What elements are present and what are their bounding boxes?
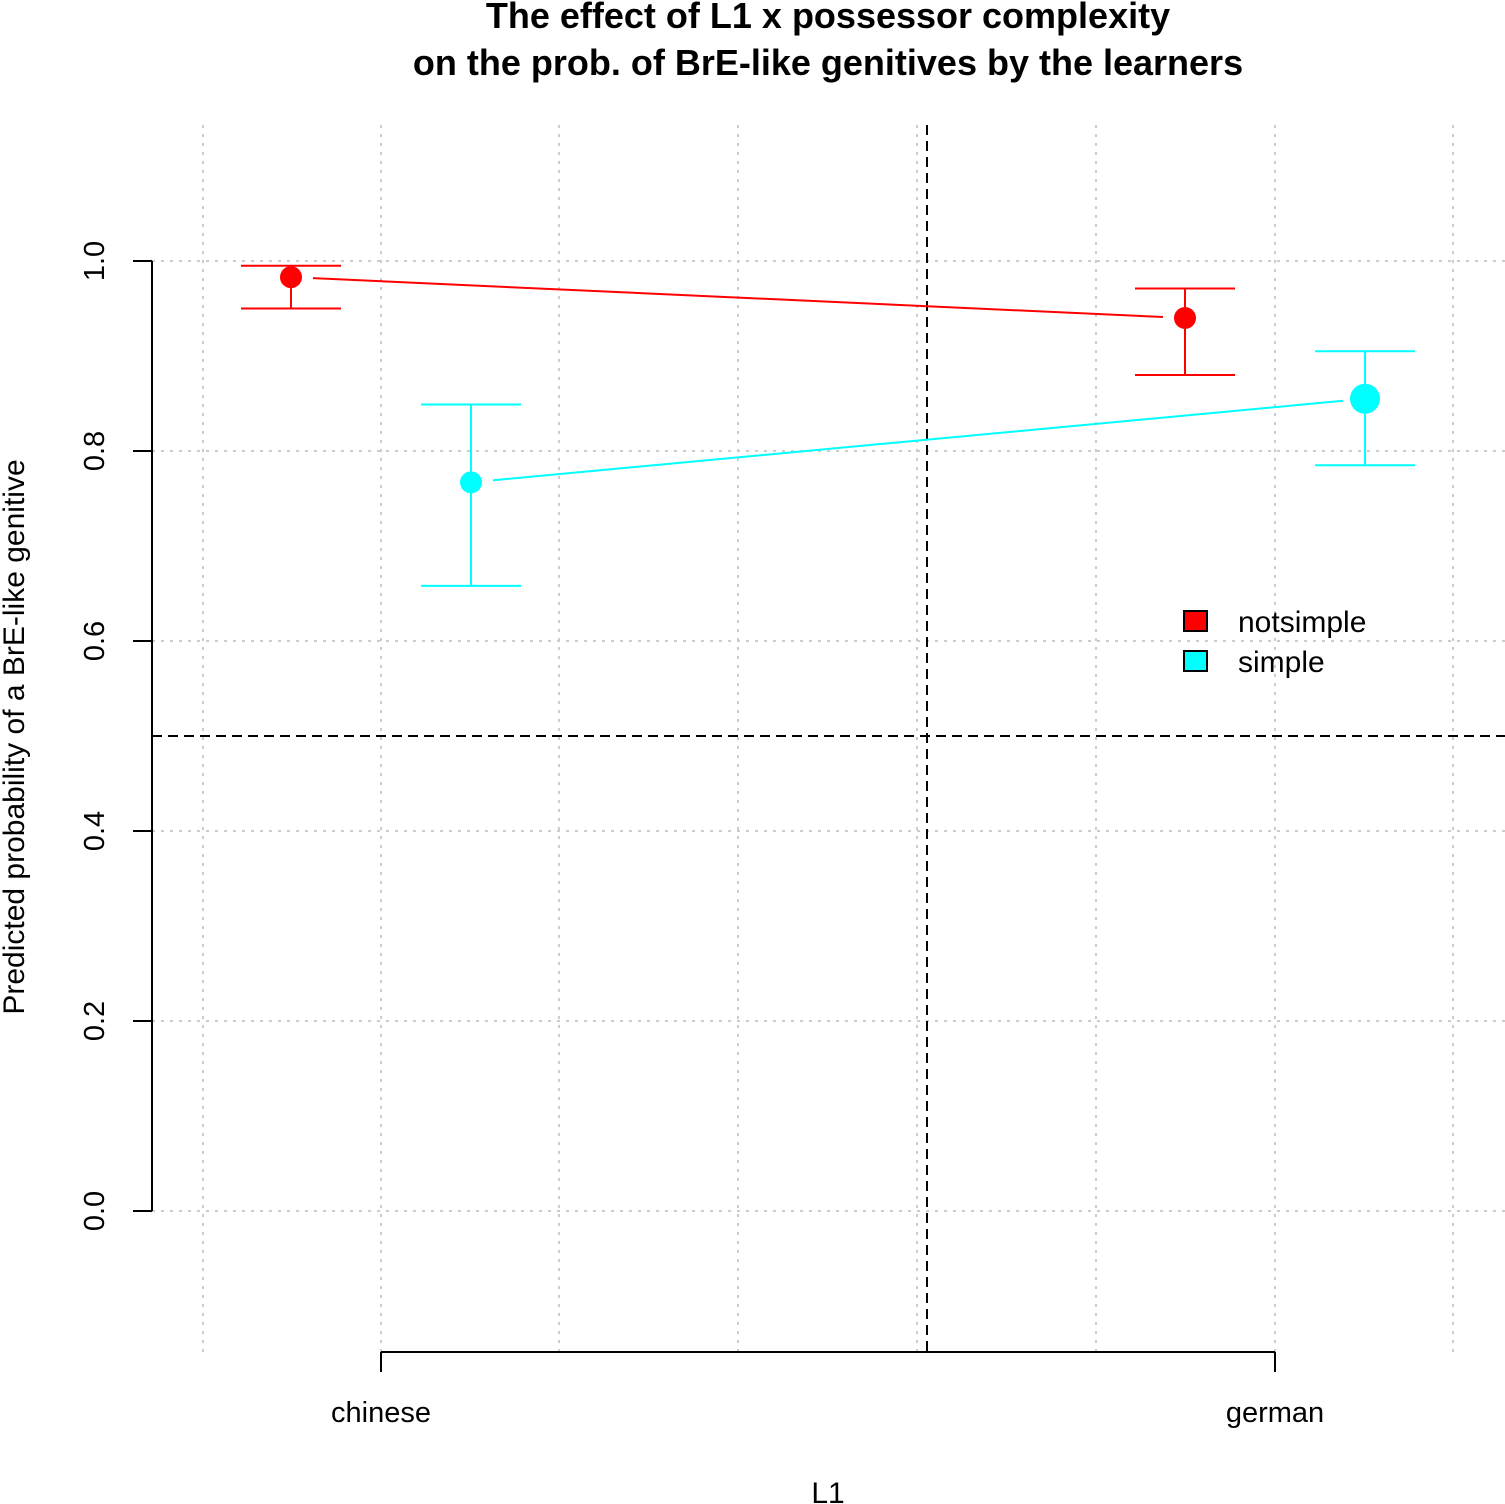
chart-title: The effect of L1 x possessor complexity [486, 0, 1170, 36]
legend-swatch [1183, 610, 1208, 632]
legend-label: notsimple [1238, 606, 1366, 639]
reference-lines [152, 125, 1505, 1352]
axes: 0.0 0.2 0.4 0.6 0.8 1.0 chinese german [79, 241, 1324, 1429]
x-axis-label: L1 [811, 1477, 844, 1504]
series-notsimple [241, 264, 1235, 376]
chart-subtitle: on the prob. of BrE-like genitives by th… [413, 42, 1243, 83]
data-point [1174, 307, 1196, 329]
y-tick-label: 0.2 [79, 1001, 111, 1041]
data-point [460, 471, 482, 494]
data-point [1350, 383, 1380, 414]
y-tick-label: 1.0 [79, 241, 111, 281]
legend: notsimple simple [1183, 606, 1366, 679]
y-tick-label: 0.8 [79, 431, 111, 471]
legend-label: simple [1238, 646, 1325, 679]
grid [152, 125, 1505, 1352]
series-simple [421, 350, 1415, 587]
series-line [312, 277, 1164, 318]
legend-swatch [1183, 650, 1208, 672]
x-tick-label: german [1226, 1397, 1324, 1429]
data-point [280, 266, 302, 289]
y-axis-label: Predicted probability of a BrE-like geni… [0, 459, 31, 1014]
y-tick-label: 0.0 [79, 1191, 111, 1231]
series-layer [241, 264, 1415, 587]
y-tick-label: 0.4 [79, 811, 111, 851]
y-tick-label: 0.6 [79, 621, 111, 661]
x-tick-label: chinese [331, 1397, 431, 1429]
series-line [492, 399, 1344, 482]
